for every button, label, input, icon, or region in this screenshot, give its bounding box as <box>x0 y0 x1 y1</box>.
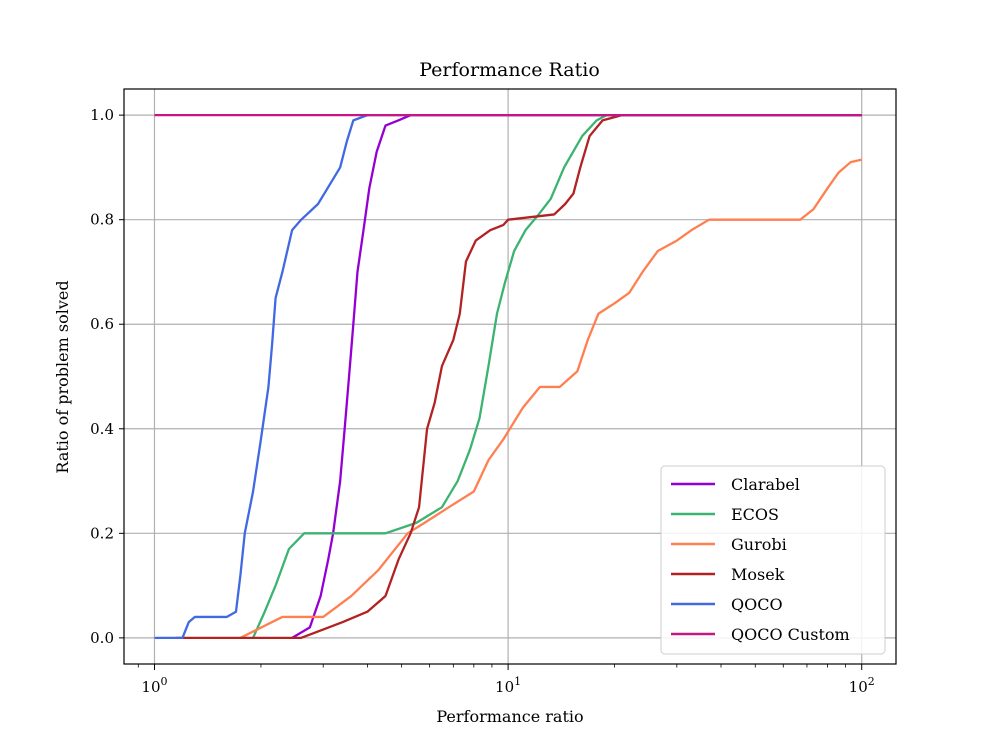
series-line-ecos <box>251 113 862 639</box>
y-tick-label: 0.2 <box>90 524 114 542</box>
y-tick-label: 0.0 <box>90 629 114 647</box>
y-axis-label: Ratio of problem solved <box>53 280 72 473</box>
x-axis-label: Performance ratio <box>436 707 583 726</box>
x-tick-label: 100 <box>141 675 167 696</box>
series-line-clarabel <box>291 113 862 639</box>
legend-box <box>660 465 886 655</box>
chart-title: Performance Ratio <box>419 59 600 81</box>
y-tick-label: 0.8 <box>90 211 114 229</box>
x-tick-label: 101 <box>495 675 521 696</box>
legend-label: ECOS <box>731 505 779 524</box>
axis-ticks: 0.0 0.2 0.4 0.6 0.8 1.0 100 101 102 <box>90 106 875 696</box>
x-tick-label: 102 <box>849 675 875 696</box>
legend-label: QOCO Custom <box>731 625 850 644</box>
y-tick-label: 0.6 <box>90 315 114 333</box>
y-tick-label: 0.4 <box>90 420 114 438</box>
series-line-qoco <box>154 113 862 640</box>
legend-label: Gurobi <box>731 535 787 554</box>
legend-label: Clarabel <box>731 475 800 494</box>
legend: Clarabel ECOS Gurobi Mosek QOCO QOCO Custom <box>660 465 886 655</box>
legend-label: Mosek <box>731 565 785 584</box>
series-lines <box>154 113 862 640</box>
series-line-gurobi <box>239 158 862 639</box>
axes-frame <box>123 88 897 665</box>
y-tick-label: 1.0 <box>90 106 114 124</box>
series-line-mosek <box>175 113 862 640</box>
legend-label: QOCO <box>731 595 783 614</box>
